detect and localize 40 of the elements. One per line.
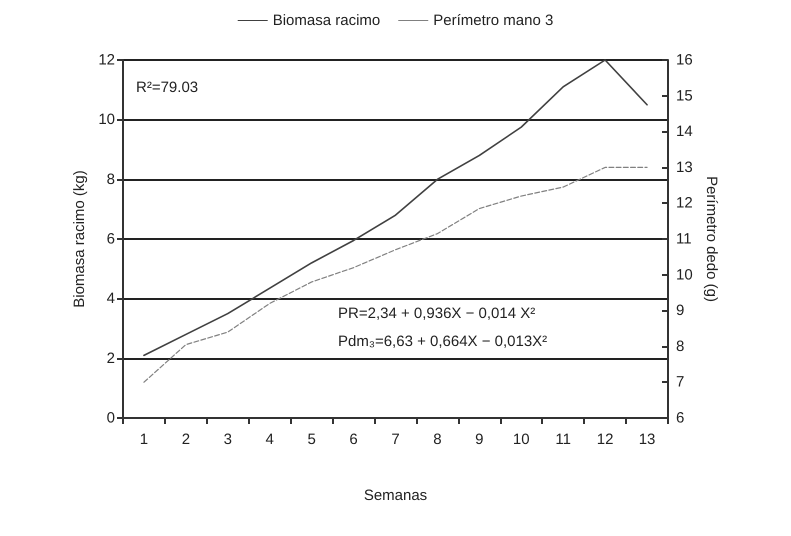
y-tick-label: 12 <box>98 52 115 68</box>
annotation: Pdm₃=6,63 + 0,664X − 0,013X² <box>338 333 548 350</box>
x-tick-label: 11 <box>555 431 571 448</box>
y-tick-label: 6 <box>106 230 115 248</box>
y2-axis-title: Perímetro dedo (g) <box>703 176 720 302</box>
y2-tick-label: 9 <box>676 302 684 320</box>
y2-tick-label: 15 <box>676 87 693 104</box>
y-tick-label: 4 <box>106 290 115 308</box>
line-series <box>143 166 648 383</box>
x-tick-label: 4 <box>266 431 274 448</box>
x-tick-label: 6 <box>349 431 358 448</box>
x-tick-label: 12 <box>596 431 614 448</box>
y2-tick-label: 6 <box>676 410 684 426</box>
x-tick-label: 3 <box>224 431 232 448</box>
y2-tick-label: 14 <box>676 123 693 140</box>
x-tick-label: 10 <box>512 431 530 448</box>
y2-tick-label: 16 <box>676 52 693 68</box>
x-tick-label: 1 <box>140 431 148 448</box>
annotation: R²=79.03 <box>136 79 198 96</box>
x-tick-label: 2 <box>182 431 190 448</box>
x-axis-title: Semanas <box>364 487 428 504</box>
y-tick-label: 0 <box>106 410 115 426</box>
y2-tick-label: 13 <box>676 158 693 176</box>
y2-tick-label: 12 <box>676 194 693 212</box>
x-tick-label: 7 <box>391 431 400 448</box>
legend-label: Perímetro mano 3 <box>433 12 554 29</box>
y-tick-label: 8 <box>106 170 115 188</box>
y-tick-label: 2 <box>106 350 115 367</box>
annotation: PR=2,34 + 0,936X − 0,014 X² <box>338 305 536 322</box>
y-tick-label: 10 <box>98 111 115 128</box>
x-tick-label: 5 <box>307 431 316 448</box>
y2-tick-label: 8 <box>676 338 684 355</box>
y2-tick-label: 11 <box>676 230 692 248</box>
y2-tick-label: 10 <box>676 266 693 284</box>
y-axis-title: Biomasa racimo (kg) <box>71 170 88 308</box>
x-tick-label: 8 <box>433 431 442 448</box>
y2-tick-label: 7 <box>676 374 684 391</box>
legend-label: Biomasa racimo <box>272 12 380 29</box>
x-tick-label: 9 <box>475 431 484 448</box>
x-tick-label: 13 <box>638 431 656 448</box>
